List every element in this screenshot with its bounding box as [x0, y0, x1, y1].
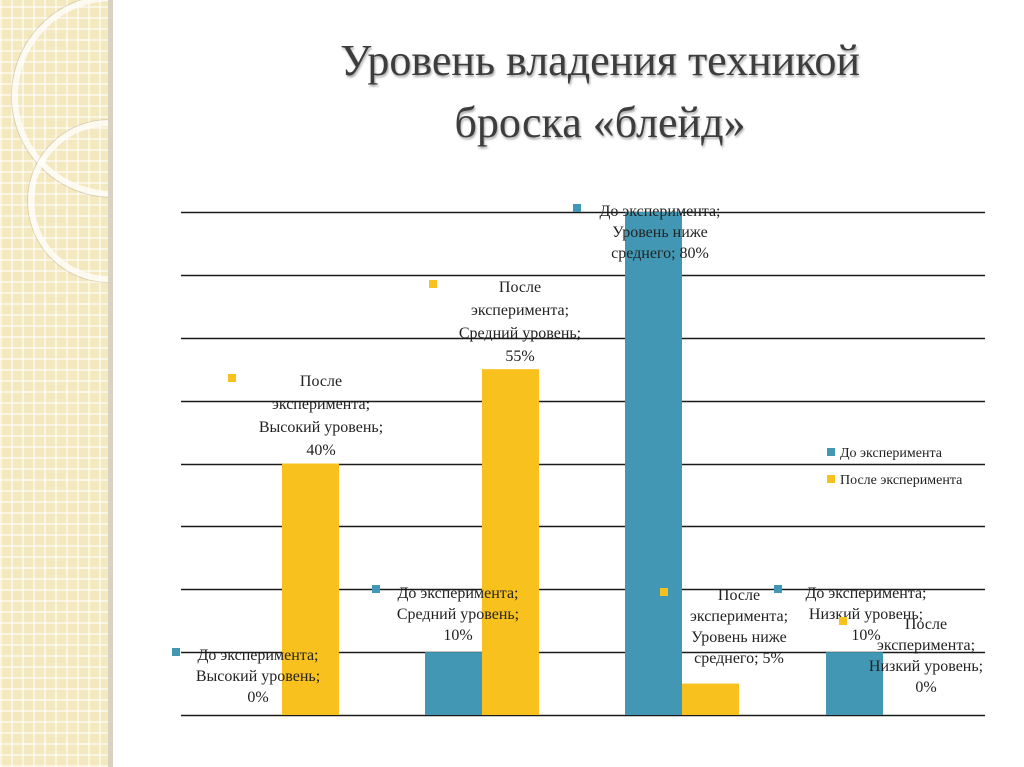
- data-label-line: До эксперимента;: [197, 647, 318, 664]
- data-label: До эксперимента; Низкий уровень; 10%: [805, 585, 926, 644]
- legend-label: После эксперимента: [840, 473, 963, 488]
- data-label: До эксперимента; Высокий уровень; 0%: [196, 647, 320, 706]
- data-label-line: Уровень ниже: [691, 629, 786, 646]
- panel-divider: [108, 0, 113, 767]
- data-label-line: среднего; 5%: [694, 650, 784, 667]
- slide-title-line-1: Уровень владения техникой: [340, 36, 860, 85]
- data-label-marker: [228, 374, 236, 382]
- bar-before-2: [625, 212, 682, 715]
- data-label-line: Средний уровень;: [397, 606, 519, 623]
- bar-before-1: [425, 652, 482, 715]
- data-label-line: Низкий уровень;: [809, 606, 923, 623]
- data-label-line: 0%: [915, 679, 936, 696]
- data-label-line: После: [300, 373, 342, 390]
- bar-after-1: [482, 369, 539, 715]
- data-label-marker: [172, 648, 180, 656]
- data-label-line: 40%: [306, 442, 335, 459]
- data-label-line: После: [905, 616, 947, 633]
- data-label-line: 10%: [851, 627, 880, 644]
- data-label-line: среднего; 80%: [611, 245, 709, 262]
- legend: До эксперимента После эксперимента: [827, 446, 963, 488]
- bar-after-2: [682, 683, 739, 715]
- data-label-line: 10%: [443, 627, 472, 644]
- data-label-line: 0%: [247, 689, 268, 706]
- bar-after-0: [282, 463, 339, 715]
- data-label-line: После: [499, 279, 541, 296]
- data-label-marker: [839, 617, 847, 625]
- data-label: После эксперимента; Средний уровень; 55%: [459, 279, 581, 365]
- data-label-line: До эксперимента;: [599, 203, 720, 220]
- data-label-marker: [429, 280, 437, 288]
- data-label-line: Низкий уровень;: [869, 658, 983, 675]
- legend-swatch: [827, 475, 835, 483]
- data-label-line: эксперимента;: [471, 302, 569, 319]
- data-label-marker: [660, 588, 668, 596]
- data-label: До эксперимента; Уровень ниже среднего; 80…: [599, 203, 720, 262]
- data-label: До эксперимента; Средний уровень; 10%: [397, 585, 519, 644]
- data-label-line: 55%: [505, 348, 534, 365]
- data-label: После эксперимента; Низкий уровень; 0%: [869, 616, 983, 696]
- legend-swatch: [827, 448, 835, 456]
- data-label-line: эксперимента;: [690, 608, 788, 625]
- slide-title: Уровень владения техникой броска «блейд»: [180, 30, 1020, 154]
- data-label-marker: [573, 204, 581, 212]
- bars: [282, 212, 883, 715]
- bar-before-3: [826, 652, 883, 715]
- legend-label: До эксперимента: [840, 446, 943, 461]
- data-label-line: эксперимента;: [272, 396, 370, 413]
- data-label-line: После: [718, 587, 760, 604]
- data-label-line: До эксперимента;: [397, 585, 518, 602]
- data-label-marker: [774, 585, 782, 593]
- data-label-line: эксперимента;: [877, 637, 975, 654]
- data-label-marker: [372, 585, 380, 593]
- data-label: После эксперимента; Уровень ниже среднего; …: [690, 587, 788, 667]
- data-label-line: До эксперимента;: [805, 585, 926, 602]
- data-label-line: Средний уровень;: [459, 325, 581, 342]
- data-label-line: Уровень ниже: [612, 224, 707, 241]
- slide-title-line-2: броска «блейд»: [454, 98, 746, 147]
- decorative-side-panel: [0, 0, 112, 767]
- data-label: После эксперимента; Высокий уровень; 40%: [259, 373, 383, 459]
- data-label-line: Высокий уровень;: [196, 668, 320, 685]
- data-label-line: Высокий уровень;: [259, 419, 383, 436]
- data-labels: До эксперимента; Высокий уровень; 0% После э…: [172, 203, 983, 706]
